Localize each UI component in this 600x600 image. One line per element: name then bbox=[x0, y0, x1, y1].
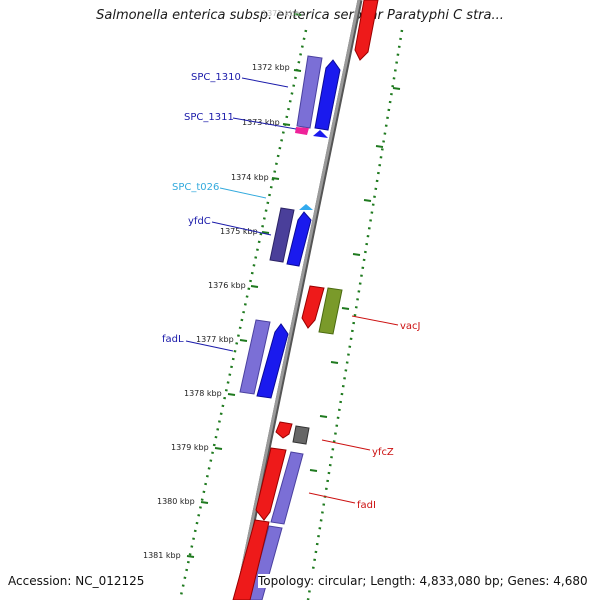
outer-tick-rail bbox=[306, 29, 404, 600]
tick-mark bbox=[282, 123, 291, 126]
tick-mark bbox=[309, 469, 318, 472]
gene-spct026-trna[interactable] bbox=[299, 204, 313, 210]
gene-spc1310-arrow[interactable] bbox=[314, 59, 341, 131]
tick-label: 1381 kbp bbox=[143, 551, 181, 560]
topology-label: Topology: circular; Length: 4,833,080 bp… bbox=[258, 574, 588, 588]
gene-spc1310-cds[interactable] bbox=[296, 55, 323, 129]
gene-yfdc-arrow[interactable] bbox=[286, 211, 312, 267]
tick-label: 1375 kbp bbox=[220, 227, 258, 236]
tick-mark bbox=[186, 555, 195, 558]
tick-label: 1377 kbp bbox=[196, 335, 234, 344]
tick-mark bbox=[227, 393, 236, 396]
gene-yfcz-arrow[interactable] bbox=[275, 421, 293, 439]
leader-yfdc bbox=[211, 221, 272, 236]
gene-label-fadl[interactable]: fadL bbox=[162, 334, 184, 345]
gene-fadl-arrow[interactable] bbox=[256, 323, 289, 399]
tick-label: 1371 kbp bbox=[262, 9, 300, 18]
gene-yfdc-cds[interactable] bbox=[269, 207, 295, 263]
tick-mark bbox=[319, 415, 328, 418]
tick-label: 1376 kbp bbox=[208, 281, 246, 290]
leader-yfcz bbox=[321, 439, 371, 451]
leader-spc1311 bbox=[232, 117, 297, 130]
tick-mark bbox=[293, 69, 302, 72]
leader-spc1310 bbox=[241, 77, 289, 88]
gene-large-cds-1[interactable] bbox=[270, 451, 304, 525]
tick-mark bbox=[261, 231, 270, 234]
gene-spc1311-misc[interactable] bbox=[295, 127, 309, 135]
tick-label: 1380 kbp bbox=[157, 497, 195, 506]
gene-vacj-cds[interactable] bbox=[318, 287, 343, 335]
gene-fadl-cds[interactable] bbox=[239, 319, 271, 395]
leader-spct026 bbox=[219, 187, 267, 199]
accession-label: Accession: NC_012125 bbox=[8, 574, 145, 588]
tick-label: 1379 kbp bbox=[171, 443, 209, 452]
tick-mark bbox=[271, 177, 280, 180]
gene-label-spct026[interactable]: SPC_t026 bbox=[172, 182, 219, 193]
tick-mark bbox=[214, 447, 223, 450]
gene-top-reverse[interactable] bbox=[354, 0, 379, 61]
gene-fadi-arrow[interactable] bbox=[255, 447, 287, 521]
tick-label: 1374 kbp bbox=[231, 173, 269, 182]
gene-yfcz-pseudo[interactable] bbox=[292, 425, 310, 445]
gene-label-yfdc[interactable]: yfdC bbox=[188, 216, 211, 227]
tick-mark bbox=[200, 501, 209, 504]
gene-label-spc1311[interactable]: SPC_1311 bbox=[184, 112, 234, 123]
gene-label-vacj[interactable]: vacJ bbox=[400, 321, 421, 332]
tick-mark bbox=[239, 339, 248, 342]
backbone bbox=[234, 0, 361, 600]
tick-mark bbox=[352, 253, 361, 256]
leader-fadl bbox=[185, 340, 234, 352]
leader-vacj bbox=[351, 315, 399, 326]
gene-bottom-reverse[interactable] bbox=[232, 519, 270, 600]
leader-fadi bbox=[308, 492, 356, 504]
tick-mark bbox=[392, 87, 401, 90]
tick-mark bbox=[330, 361, 339, 364]
gene-label-yfcz[interactable]: yfcZ bbox=[372, 447, 394, 458]
gene-vacj-arrow[interactable] bbox=[301, 285, 325, 329]
tick-label: 1372 kbp bbox=[252, 63, 290, 72]
tick-mark bbox=[293, 13, 302, 16]
tick-label: 1378 kbp bbox=[184, 389, 222, 398]
tick-mark bbox=[363, 199, 372, 202]
gene-label-fadi[interactable]: fadI bbox=[357, 500, 376, 511]
tick-mark bbox=[341, 307, 350, 310]
tick-mark bbox=[250, 285, 259, 288]
gene-spc1311-arrow[interactable] bbox=[313, 130, 328, 138]
tick-mark bbox=[375, 145, 384, 148]
gene-label-spc1310[interactable]: SPC_1310 bbox=[191, 72, 241, 83]
